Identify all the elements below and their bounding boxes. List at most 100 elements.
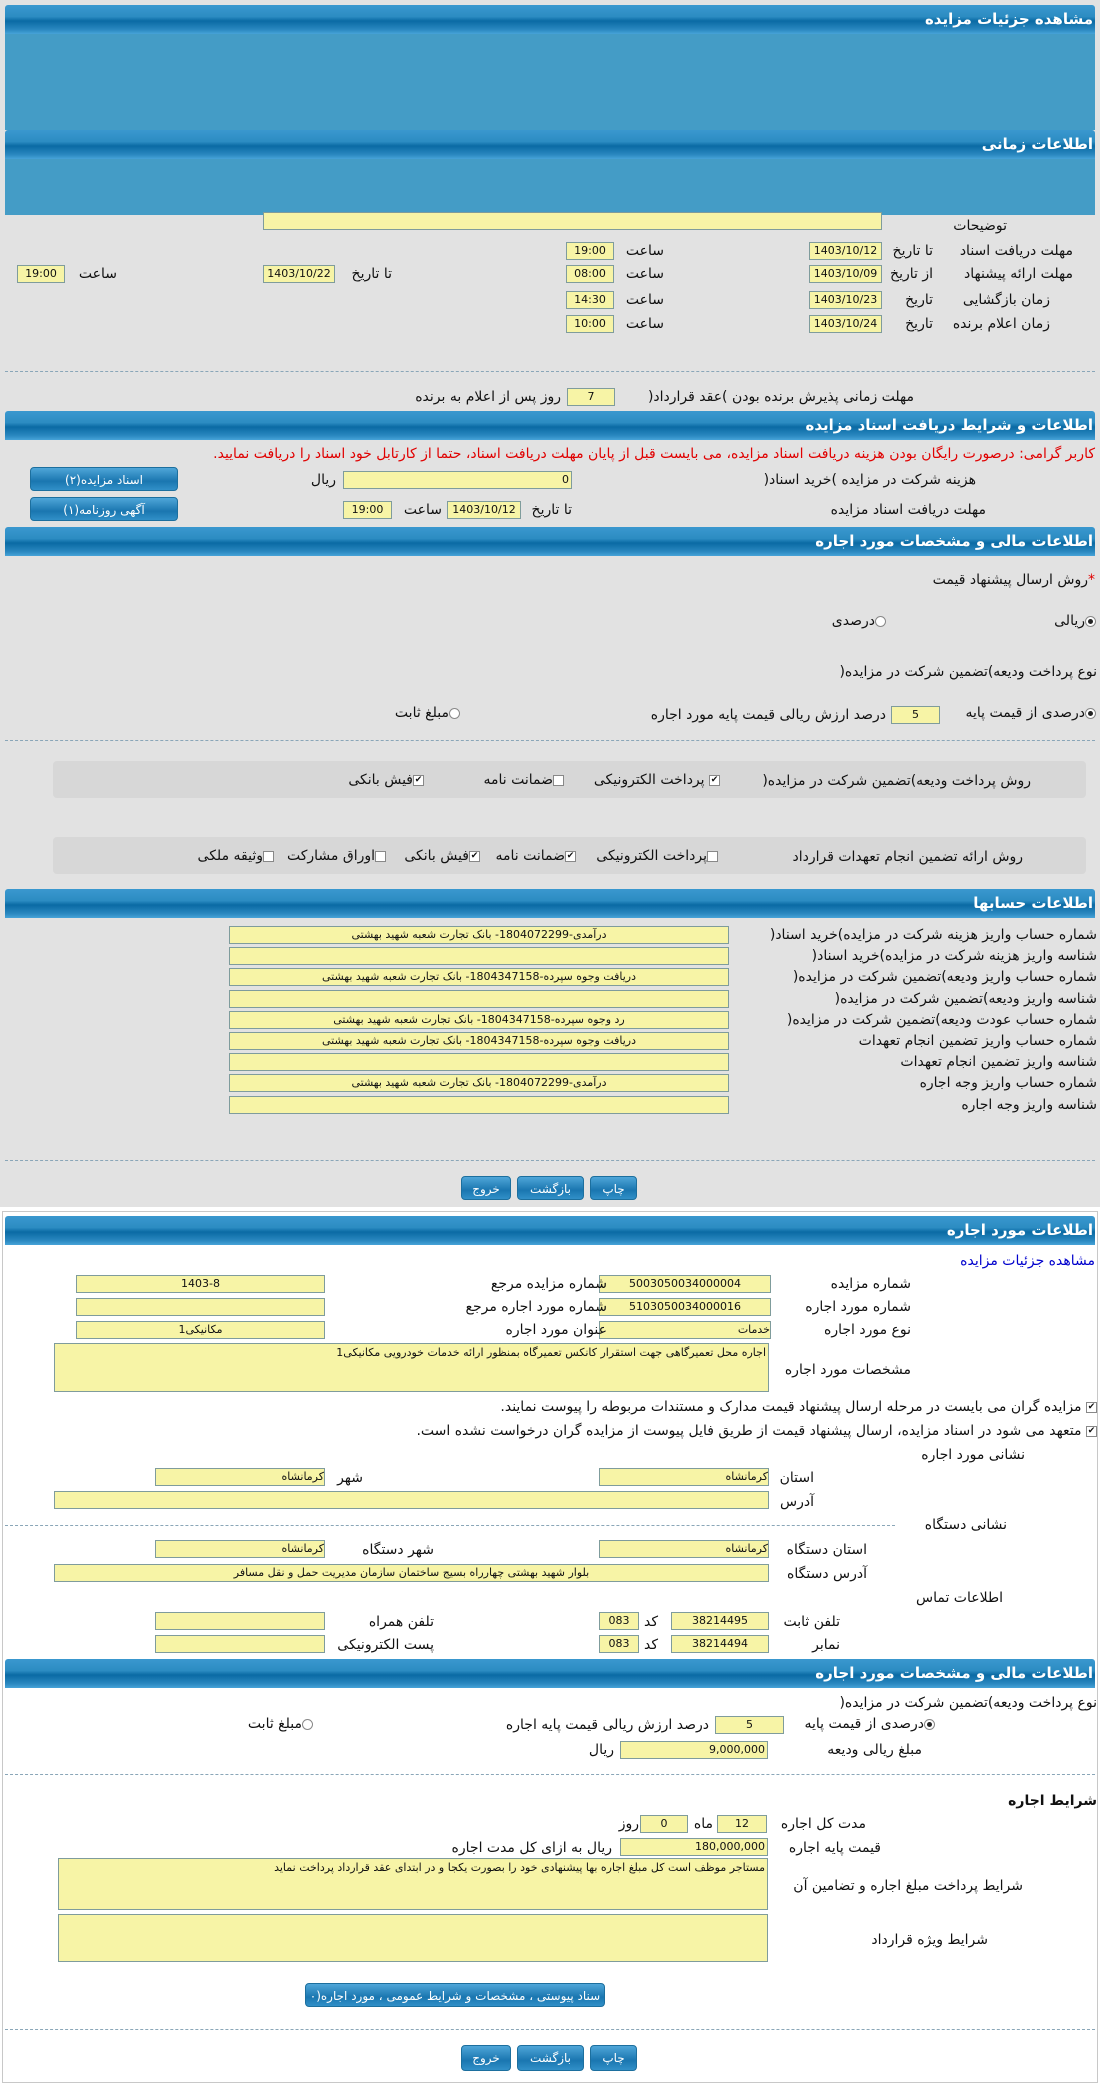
- exit-button[interactable]: خروج: [461, 2045, 511, 2071]
- months-field[interactable]: 12: [717, 1815, 767, 1833]
- deposit-method-guarantee[interactable]: ضمانت نامه: [483, 772, 564, 788]
- doc-time-field[interactable]: 19:00: [566, 242, 614, 260]
- org-address-field[interactable]: بلوار شهید بهشتی چهارراه بسیج ساختمان سا…: [54, 1564, 769, 1582]
- fax-code-field[interactable]: 083: [599, 1635, 639, 1653]
- account-field[interactable]: دریافت وجوه سپرده-1804347158- بانک تجارت…: [229, 968, 729, 987]
- checkbox-icon[interactable]: ✔: [469, 850, 480, 862]
- guarantee-electronic[interactable]: پرداخت الکترونیکی: [596, 848, 718, 864]
- account-field[interactable]: [229, 947, 729, 966]
- docs-date-field[interactable]: 1403/10/12: [447, 501, 521, 519]
- checkbox-icon[interactable]: [553, 774, 564, 786]
- account-label: شماره حساب واریز ودیعه)تضمین شرکت در مزا…: [792, 969, 1097, 986]
- account-field[interactable]: درآمدی-1804072299- بانک تجارت شعبه شهید …: [229, 1074, 729, 1093]
- auction-no-field[interactable]: 5003050034000004: [599, 1275, 771, 1293]
- city-label: شهر: [337, 1470, 363, 1486]
- special-terms-field[interactable]: [58, 1914, 768, 1962]
- back-button[interactable]: بازگشت: [517, 2045, 584, 2071]
- email-field[interactable]: [155, 1635, 325, 1653]
- radio-icon[interactable]: [1085, 615, 1096, 627]
- account-field[interactable]: [229, 1053, 729, 1072]
- exit-button[interactable]: خروج: [461, 1176, 511, 1200]
- checkbox-icon[interactable]: ✔: [1086, 1425, 1097, 1437]
- hour-label: ساعت: [78, 266, 117, 282]
- newspaper-ad-button[interactable]: آگهی روزنامه(۱): [30, 497, 178, 521]
- radio-icon[interactable]: [449, 707, 460, 719]
- phone-field[interactable]: 38214495: [671, 1612, 769, 1630]
- ref-item-field[interactable]: [76, 1298, 325, 1316]
- guarantee-bank-slip[interactable]: ✔فیش بانکی: [404, 848, 480, 864]
- opening-date-field[interactable]: 1403/10/23: [809, 291, 882, 309]
- radio-fixed[interactable]: مبلغ ثابت: [248, 1716, 313, 1732]
- checkbox-icon[interactable]: ✔: [1086, 1401, 1097, 1413]
- title-field[interactable]: مکانیکی1: [76, 1321, 325, 1339]
- ref-auction-field[interactable]: 1403-8: [76, 1275, 325, 1293]
- deposit-percent-field[interactable]: 5: [891, 706, 940, 724]
- winner-time-field[interactable]: 10:00: [566, 315, 614, 333]
- offer-from-time-field[interactable]: 08:00: [566, 265, 614, 283]
- payment-terms-field[interactable]: مستاجر موظف است کل مبلغ اجاره بها پیشنها…: [58, 1858, 768, 1910]
- radio-deposit-percent[interactable]: درصدی از قیمت پایه: [965, 705, 1096, 721]
- email-label: پست الکترونیکی: [337, 1637, 434, 1653]
- phone-code-field[interactable]: 083: [599, 1612, 639, 1630]
- attachments-button[interactable]: سناد پیوستی ، مشخصات و شرایط عمومی ، مور…: [305, 1983, 605, 2007]
- type-field[interactable]: خدمات: [599, 1321, 771, 1339]
- mobile-field[interactable]: [155, 1612, 325, 1630]
- city-field[interactable]: کرمانشاه: [155, 1468, 325, 1486]
- days-field[interactable]: 0: [640, 1815, 688, 1833]
- deposit-method-bank-slip[interactable]: ✔فیش بانکی: [348, 772, 424, 788]
- account-field[interactable]: درآمدی-1804072299- بانک تجارت شعبه شهید …: [229, 926, 729, 944]
- docs-time-field[interactable]: 19:00: [343, 501, 392, 519]
- org-province-field[interactable]: کرمانشاه: [599, 1540, 769, 1558]
- province-field[interactable]: کرمانشاه: [599, 1468, 769, 1486]
- auction-details-link[interactable]: مشاهده جزئیات مزایده: [960, 1253, 1095, 1269]
- offer-to-date-field[interactable]: 1403/10/22: [263, 265, 335, 283]
- opening-time-field[interactable]: 14:30: [566, 291, 614, 309]
- account-field[interactable]: دریافت وجوه سپرده-1804347158- بانک تجارت…: [229, 1032, 729, 1050]
- item-no-field[interactable]: 5103050034000016: [599, 1298, 771, 1316]
- offer-from-date-field[interactable]: 1403/10/09: [809, 265, 882, 283]
- doc-date-field[interactable]: 1403/10/12: [809, 242, 882, 260]
- org-city-field[interactable]: کرمانشاه: [155, 1540, 325, 1558]
- radio-rial[interactable]: ریالی: [1054, 613, 1096, 629]
- deposit-method-electronic[interactable]: ✔ پرداخت الکترونیکی: [594, 772, 720, 788]
- deposit-percent-field[interactable]: 5: [715, 1716, 784, 1734]
- base-price-field[interactable]: 180,000,000: [620, 1838, 768, 1856]
- guarantee-property[interactable]: وثیقه ملکی: [198, 848, 274, 864]
- fee-field[interactable]: 0: [343, 471, 572, 489]
- print-button[interactable]: چاپ: [590, 2045, 637, 2071]
- checkbox-icon[interactable]: ✔: [709, 774, 720, 786]
- radio-deposit-percent[interactable]: درصدی از قیمت پایه: [804, 1716, 935, 1732]
- checkbox-icon[interactable]: ✔: [413, 774, 424, 786]
- checkbox-icon[interactable]: [375, 850, 386, 862]
- radio-icon[interactable]: [1085, 707, 1096, 719]
- attach-docs-checkbox[interactable]: ✔ مزایده گران می بایست در مرحله ارسال پی…: [500, 1399, 1097, 1415]
- radio-icon[interactable]: [302, 1718, 313, 1730]
- address-field[interactable]: [54, 1491, 769, 1509]
- acceptance-days-field[interactable]: 7: [567, 388, 615, 406]
- radio-icon[interactable]: [924, 1718, 935, 1730]
- special-terms-label: شرایط ویژه قرارداد: [871, 1932, 988, 1948]
- checkbox-icon[interactable]: [707, 850, 718, 862]
- deposit-amount-field[interactable]: 9,000,000: [620, 1741, 768, 1759]
- radio-icon[interactable]: [875, 615, 886, 627]
- checkbox-icon[interactable]: ✔: [565, 850, 576, 862]
- account-field[interactable]: [229, 1095, 729, 1114]
- no-attach-checkbox[interactable]: ✔ متعهد می شود در اسناد مزایده، ارسال پی…: [416, 1423, 1097, 1439]
- offer-to-time-field[interactable]: 19:00: [17, 265, 65, 283]
- print-button[interactable]: چاپ: [590, 1176, 637, 1200]
- fax-field[interactable]: 38214494: [671, 1635, 769, 1653]
- account-field[interactable]: رد وجوه سپرده-1804347158- بانک تجارت شعب…: [229, 1010, 729, 1029]
- guarantee-bonds[interactable]: اوراق مشارکت: [287, 848, 386, 864]
- winner-date-field[interactable]: 1403/10/24: [809, 315, 882, 333]
- checkbox-icon[interactable]: [263, 850, 274, 862]
- back-button[interactable]: بازگشت: [517, 1176, 584, 1200]
- description-field[interactable]: [263, 212, 882, 230]
- blue-band: [5, 34, 1095, 130]
- auction-docs-button[interactable]: اسناد مزایده(۲): [30, 467, 178, 491]
- account-field[interactable]: [229, 989, 729, 1008]
- guarantee-letter[interactable]: ✔ضمانت نامه: [495, 848, 576, 864]
- radio-fixed[interactable]: مبلغ ثابت: [395, 705, 460, 721]
- spec-field[interactable]: اجاره محل تعمیرگاهی جهت استقرار کانکس تع…: [54, 1343, 769, 1392]
- radio-percent[interactable]: درصدی: [832, 613, 886, 629]
